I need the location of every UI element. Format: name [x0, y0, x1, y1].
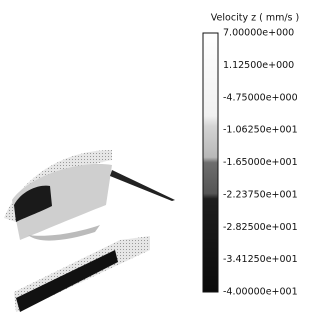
color-bar [203, 33, 218, 292]
screenshot: Velocity z ( mm/s ) 7.00000e+000 1.12500e… [0, 0, 315, 320]
legend-label: -1.65000e+001 [223, 157, 298, 168]
bar-part-dark [16, 250, 118, 312]
legend-labels: 7.00000e+000 1.12500e+000 -4.75000e+000 -1.… [223, 28, 298, 298]
model-view [4, 150, 175, 312]
legend-label: -4.75000e+000 [223, 92, 298, 103]
legend-label: -1.06250e+001 [223, 125, 298, 136]
legend-title: Velocity z ( mm/s ) [211, 13, 299, 24]
legend-label: -2.23750e+001 [223, 189, 298, 200]
legend-label: -4.00000e+001 [223, 287, 298, 298]
legend-label: -3.41250e+001 [223, 254, 298, 265]
blade [110, 170, 175, 201]
legend-label: -2.82500e+001 [223, 222, 298, 233]
legend-label: 1.12500e+000 [223, 60, 294, 71]
legend-label: 7.00000e+000 [223, 28, 294, 39]
